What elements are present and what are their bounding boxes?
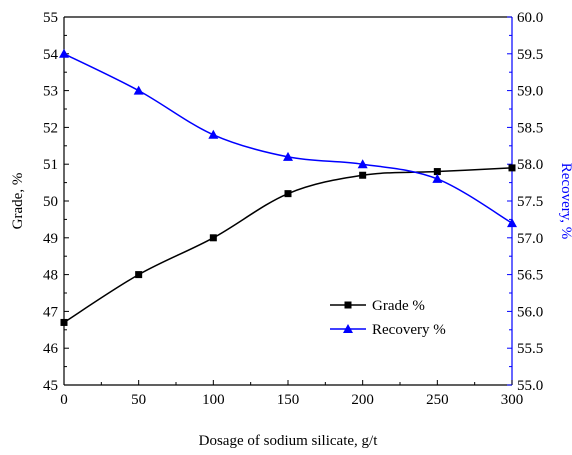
grade-data-point (433, 168, 441, 176)
y-right-tick-label: 56.5 (517, 268, 543, 284)
x-tick-label: 200 (351, 392, 374, 408)
grade-data-point (60, 318, 68, 326)
y-right-tick-label: 55.0 (517, 378, 543, 394)
legend-label: Grade % (372, 298, 425, 314)
recovery-data-point (432, 173, 443, 183)
x-tick-label: 50 (131, 392, 146, 408)
y-left-tick-label: 54 (43, 47, 59, 63)
y-left-tick-label: 47 (43, 304, 59, 320)
legend-marker (344, 301, 352, 309)
y-right-tick-label: 60.0 (517, 10, 543, 26)
y-axis-right-title: Recovery, % (558, 163, 572, 240)
recovery-data-point (133, 85, 144, 95)
y-left-tick-label: 55 (43, 10, 58, 26)
recovery-data-point (283, 151, 293, 161)
legend-label: Recovery % (372, 322, 446, 338)
y-right-tick-label: 59.5 (517, 47, 543, 63)
y-left-tick-label: 52 (43, 120, 58, 136)
y-right-tick-label: 59.0 (517, 84, 543, 100)
x-tick-label: 100 (202, 392, 225, 408)
recovery-data-point (357, 159, 368, 169)
series-line-recovery (63, 53, 513, 224)
y-right-tick-label: 56.0 (517, 304, 543, 320)
grade-data-point (135, 271, 143, 279)
x-tick-label: 150 (277, 392, 300, 408)
grade-data-point (209, 234, 217, 242)
y-right-tick-label: 57.0 (517, 231, 543, 247)
grade-data-point (359, 171, 367, 179)
recovery-data-point (208, 129, 219, 139)
y-left-tick-label: 46 (43, 341, 59, 357)
y-right-tick-label: 58.5 (517, 120, 543, 136)
legend: Grade % Recovery % (330, 298, 446, 338)
y-left-tick-label: 53 (43, 84, 58, 100)
x-tick-label: 300 (501, 392, 524, 408)
x-tick-label: 250 (426, 392, 449, 408)
y-left-tick-label: 51 (43, 157, 58, 173)
x-axis-title: Dosage of sodium silicate, g/t (199, 433, 379, 449)
y-right-tick-label: 55.5 (517, 341, 543, 357)
y-axis-left-title: Grade, % (10, 173, 26, 230)
y-right-tick-label: 58.0 (517, 157, 543, 173)
recovery-data-point (507, 218, 517, 228)
recovery-data-point (59, 48, 69, 58)
x-tick-label: 0 (60, 392, 68, 408)
plot-area: 0 50 100 150 200 250 300 45 46 47 48 49 50 51 52 53 54 55… (43, 10, 543, 408)
legend-marker (343, 324, 353, 333)
grade-data-point (284, 190, 292, 198)
y-left-tick-label: 50 (43, 194, 58, 210)
y-left-tick-label: 45 (43, 378, 58, 394)
y-left-tick-label: 49 (43, 231, 58, 247)
grade-data-point (508, 164, 516, 172)
y-left-tick-label: 48 (43, 268, 58, 284)
y-right-tick-label: 57.5 (517, 194, 543, 210)
